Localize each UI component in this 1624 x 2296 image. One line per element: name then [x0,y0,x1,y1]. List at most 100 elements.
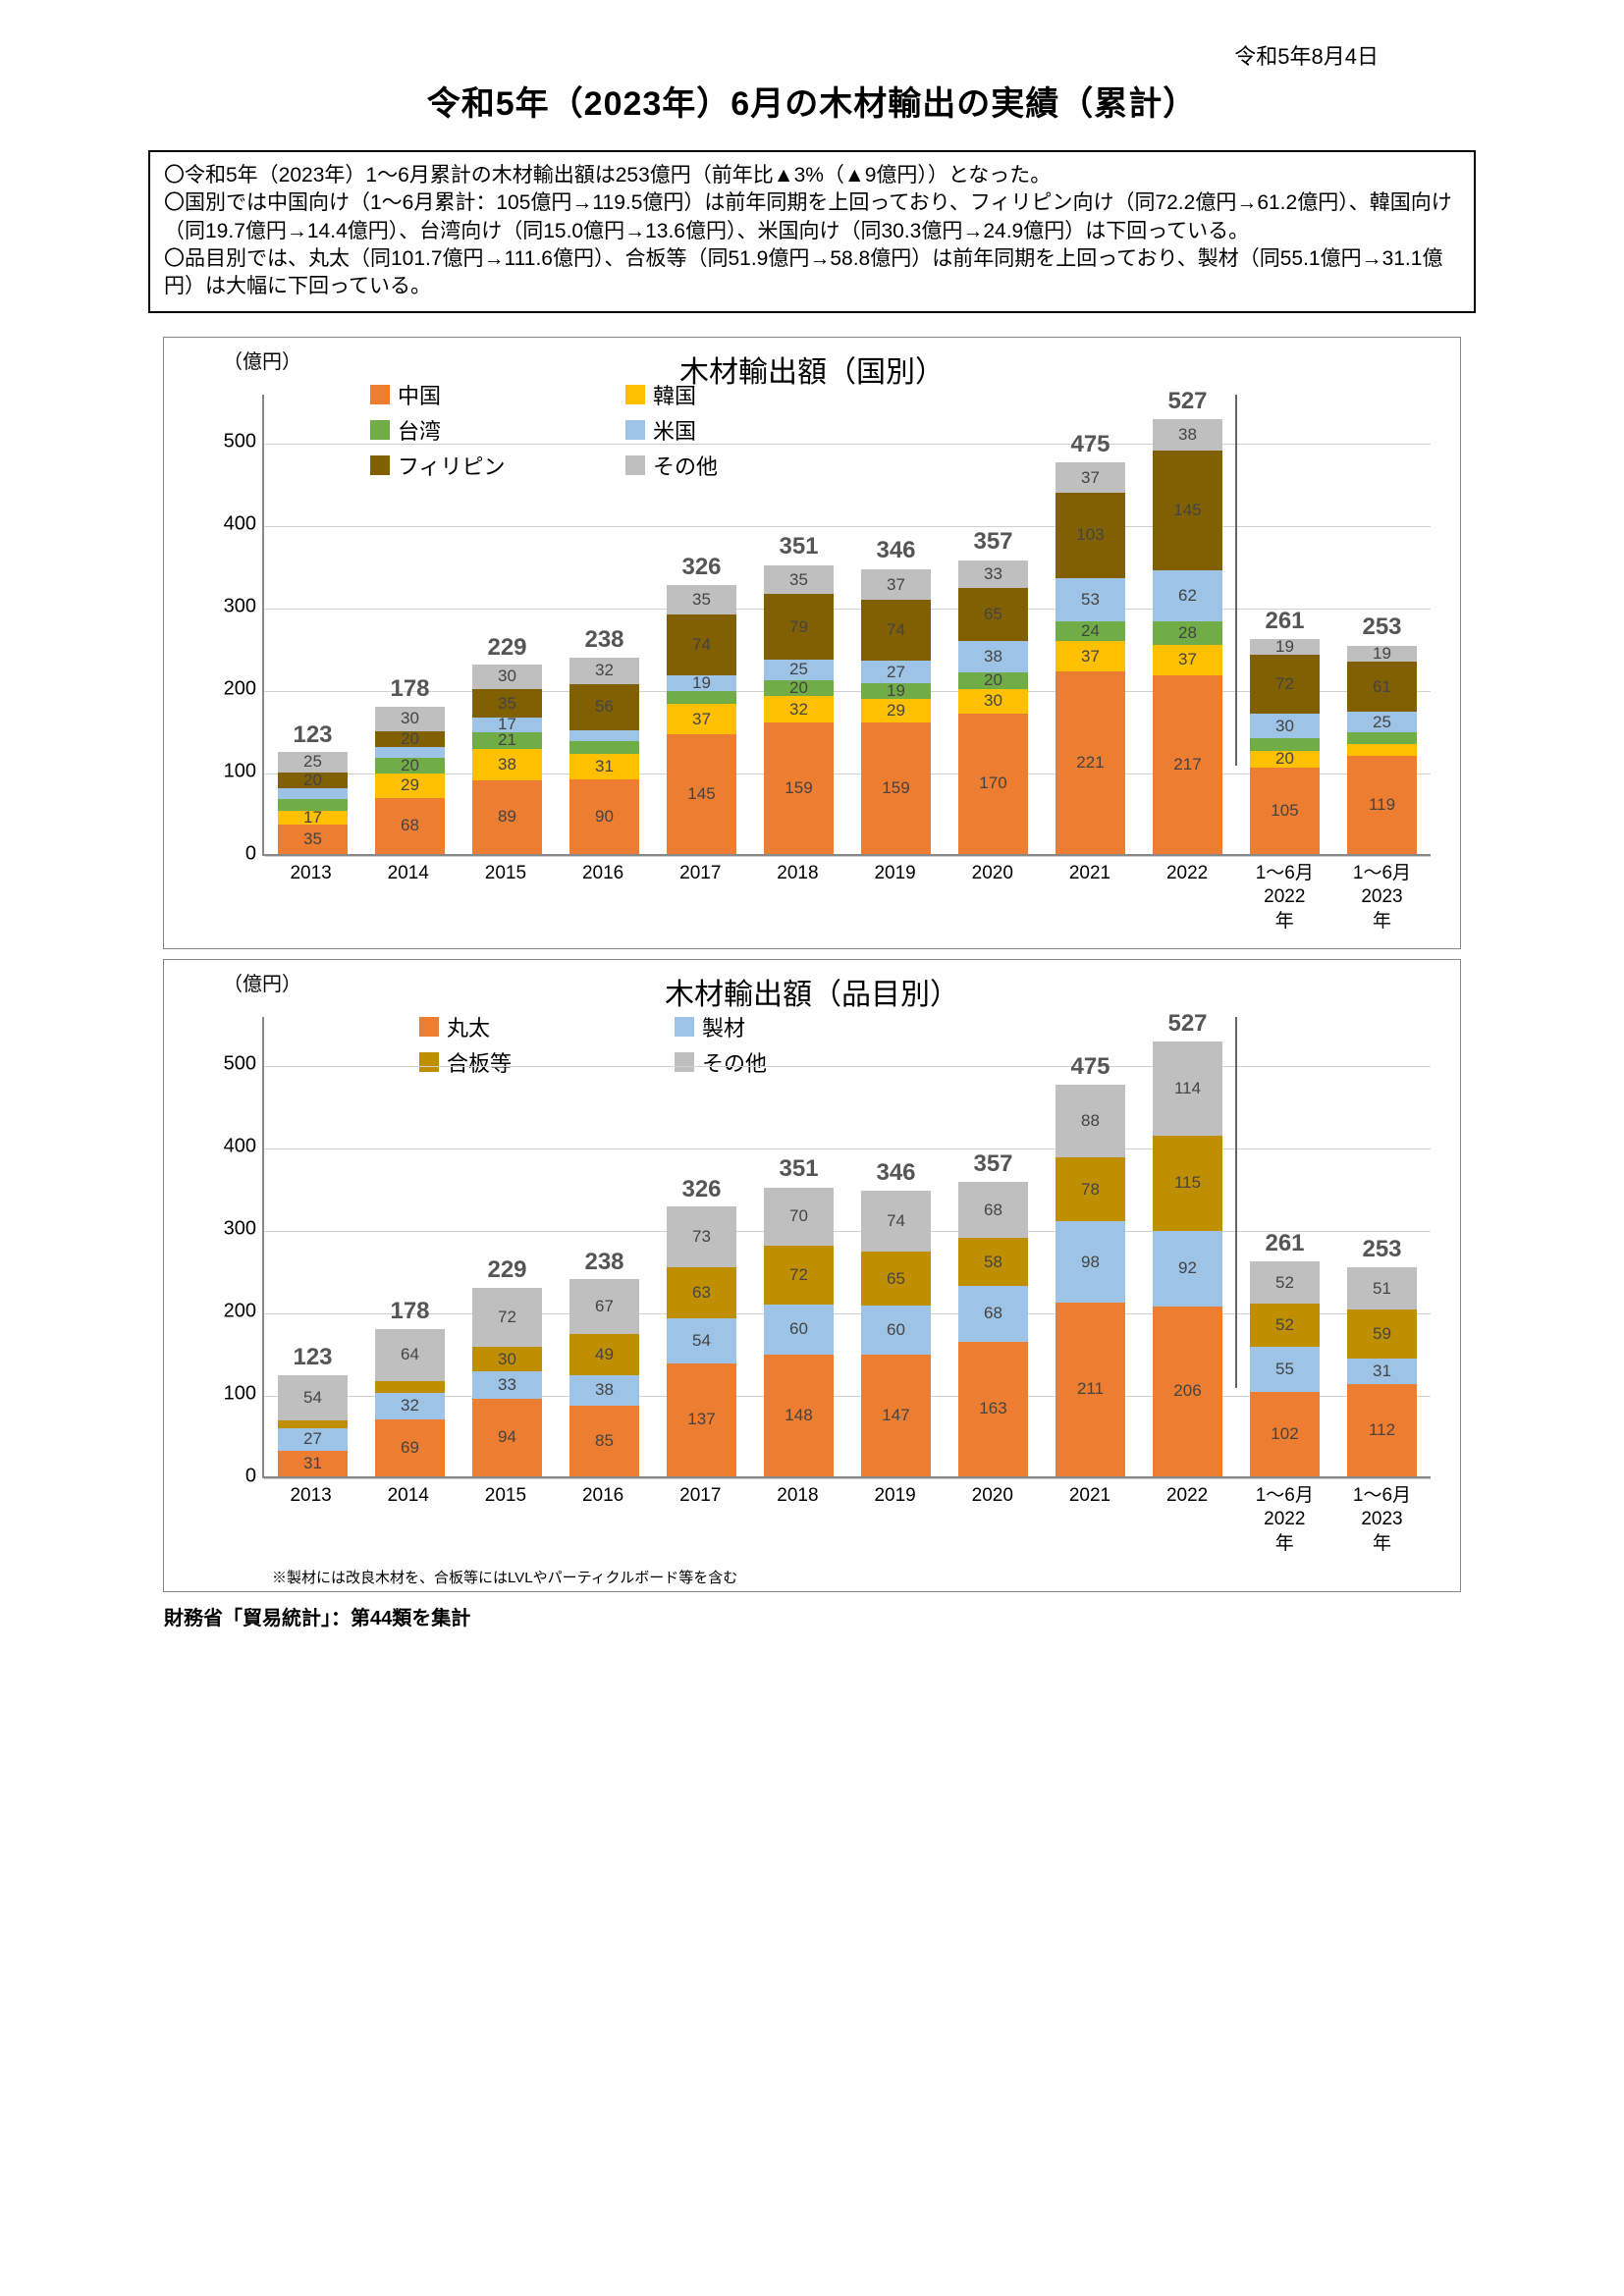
bar-slot: 52738145622837217 [1139,395,1236,854]
summary-line: 〇令和5年（2023年）1～6月累計の木材輸出額は253億円（前年比▲3%（▲9… [164,162,1460,189]
y-tick-label: 500 [224,431,256,454]
bar-segment-other: 37 [1056,462,1125,493]
bar-total-label: 351 [750,1155,847,1183]
bar-stack: 38145622837217 [1153,419,1222,853]
x-axis-label: 2015 [457,1478,554,1567]
bar-segment-other: 19 [1250,639,1320,655]
bar-segment-usa: 38 [958,641,1028,672]
bar-total-label: 123 [264,721,361,749]
bar-segment-lumber: 38 [569,1375,639,1407]
x-axis-label: 2015 [457,856,554,944]
bar-stack: 72303394 [472,1288,542,1476]
bar-segment-other: 33 [958,561,1028,588]
bar-segment-korea: 29 [375,774,445,797]
bar-segment-china: 35 [278,825,348,853]
bar-segment-plywood: 63 [667,1267,736,1319]
bar-slot: 3513579252032159 [750,395,847,854]
bar-stack: 3365382030170 [958,561,1028,854]
bar-total-label: 229 [459,634,556,662]
bar-segment-other: 30 [472,665,542,689]
bar-stack: 643269 [375,1329,445,1476]
bar-total-label: 357 [945,528,1042,556]
bar-segment-taiwan: 20 [958,672,1028,689]
bar-segment-usa: 19 [667,675,736,691]
x-axis-label: 2017 [652,856,749,944]
bar-stack: 37103532437221 [1056,462,1125,854]
bar-total-label: 346 [847,1159,945,1187]
bar-segment-korea: 32 [764,696,834,722]
bar-total-label: 527 [1139,388,1236,415]
bar-slot: 22972303394 [459,1017,556,1476]
y-tick-label: 100 [224,760,256,782]
bar-segment-usa: 27 [861,661,931,683]
bar-segment-lumber: 54 [667,1318,736,1362]
x-axis-label: 2021 [1041,856,1138,944]
summary-line: 〇国別では中国向け（1～6月累計：105億円→119.5億円）は前年同期を上回っ… [164,189,1460,245]
y-tick-label: 200 [224,1300,256,1322]
bar-total-label: 253 [1333,1236,1431,1263]
bar-segment-plywood [375,1381,445,1393]
document-date: 令和5年8月4日 [88,39,1379,71]
bar-stack: 3579252032159 [764,565,834,854]
bar-total-label: 346 [847,537,945,564]
bar-segment-korea: 17 [278,811,348,825]
bar-segment-philippines: 145 [1153,451,1222,570]
bar-segment-lumber: 92 [1153,1231,1222,1307]
x-axis-label: 2020 [944,1478,1041,1567]
bar-segment-usa: 62 [1153,570,1222,621]
bar-segment-logs: 211 [1056,1303,1125,1476]
bar-segment-logs: 112 [1347,1384,1417,1476]
bar-segment-china: 217 [1153,675,1222,854]
y-tick-label: 400 [224,1136,256,1158]
bar-segment-other: 38 [1153,419,1222,451]
x-axis-label: 2018 [749,856,846,944]
bar-segment-philippines: 72 [1250,655,1320,714]
bar-segment-philippines: 79 [764,594,834,659]
y-tick-label: 400 [224,513,256,536]
bar-segment-philippines: 35 [472,689,542,718]
x-axis-label: 2017 [652,1478,749,1567]
bar-segment-lumber: 68 [958,1286,1028,1342]
x-axis-label: 2020 [944,856,1041,944]
bar-segment-philippines: 103 [1056,493,1125,577]
x-axis-label: 2016 [555,1478,652,1567]
x-axis-label: 2019 [846,1478,944,1567]
bar-segment-other: 32 [569,658,639,684]
bar-segment-other: 64 [375,1329,445,1382]
bar-segment-logs: 102 [1250,1392,1320,1476]
bar-stack: 887898211 [1056,1085,1125,1476]
bar-segment-china: 90 [569,779,639,854]
bar-segment-logs: 69 [375,1419,445,1476]
bar-stack: 707260148 [764,1188,834,1476]
bar-segment-other: 35 [667,585,736,614]
bar-segment-china: 145 [667,734,736,854]
bar-slot: 52711411592206 [1139,1017,1236,1476]
bar-stack: 196125119 [1347,646,1417,853]
bar-segment-plywood: 49 [569,1334,639,1374]
chart-footnote: ※製材には改良木材を、合板等にはLVLやパーティクルボード等を含む [272,1567,1460,1587]
bar-stack: 32563190 [569,658,639,854]
bar-segment-taiwan: 20 [764,680,834,697]
bar-segment-china: 119 [1347,756,1417,854]
bar-segment-plywood: 59 [1347,1309,1417,1359]
bar-slot: 32635741937145 [653,395,750,854]
bar-stack: 3774271929159 [861,569,931,854]
bar-slot: 1783020202968 [361,395,459,854]
x-axis-label: 2013 [262,856,359,944]
bar-segment-korea: 29 [861,699,931,722]
bar-segment-lumber: 60 [861,1306,931,1355]
x-axis-label: 2021 [1041,1478,1138,1567]
bar-segment-other: 88 [1056,1085,1125,1157]
bar-slot: 47537103532437221 [1042,395,1139,854]
bar-stack: 685868163 [958,1182,1028,1476]
bar-stack: 542731 [278,1375,348,1475]
bar-segment-korea: 38 [472,749,542,780]
bar-slot: 357685868163 [945,1017,1042,1476]
bar-stack: 67493885 [569,1279,639,1476]
x-axis-label: 2016 [555,856,652,944]
bar-segment-logs: 163 [958,1342,1028,1476]
bar-segment-other: 67 [569,1279,639,1334]
bar-segment-other: 19 [1347,646,1417,662]
bar-total-label: 253 [1333,614,1431,641]
bar-segment-other: 73 [667,1206,736,1266]
